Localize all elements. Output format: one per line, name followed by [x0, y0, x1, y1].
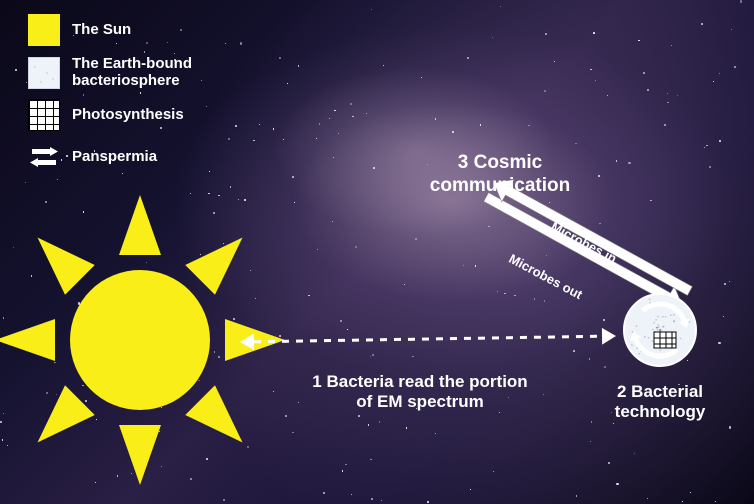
bacterial-technology-label: 2 Bacterial technology [540, 382, 754, 423]
label-line: 3 Cosmic [458, 152, 542, 173]
label-line: 2 Bacterial [617, 382, 703, 401]
legend-item-bacteriosphere: The Earth-bound bacteriosphere [28, 56, 232, 89]
em-spectrum-label: 1 Bacteria read the portion of EM spectr… [300, 372, 540, 413]
legend-label: Panspermia [72, 149, 157, 166]
legend-item-panspermia: Panspermia [28, 141, 232, 173]
cosmic-communication-label: 3 Cosmic communication [380, 152, 620, 198]
label-line: technology [615, 402, 706, 421]
legend-label: The Sun [72, 22, 131, 39]
panspermia-swatch [28, 141, 60, 173]
legend-label: The Earth-bound bacteriosphere [72, 56, 232, 89]
label-line: 1 Bacteria read the portion [312, 372, 527, 391]
legend-item-photosynthesis: Photosynthesis [28, 99, 232, 131]
legend-item-sun: The Sun [28, 14, 232, 46]
bacteriosphere-swatch [28, 57, 60, 89]
legend-label: Photosynthesis [72, 107, 184, 124]
sun-swatch [28, 14, 60, 46]
legend: The Sun The Earth-bound bacteriosphere P… [28, 14, 232, 173]
label-line: of EM spectrum [356, 392, 484, 411]
label-line: communication [430, 175, 570, 196]
photosynthesis-swatch [28, 99, 60, 131]
